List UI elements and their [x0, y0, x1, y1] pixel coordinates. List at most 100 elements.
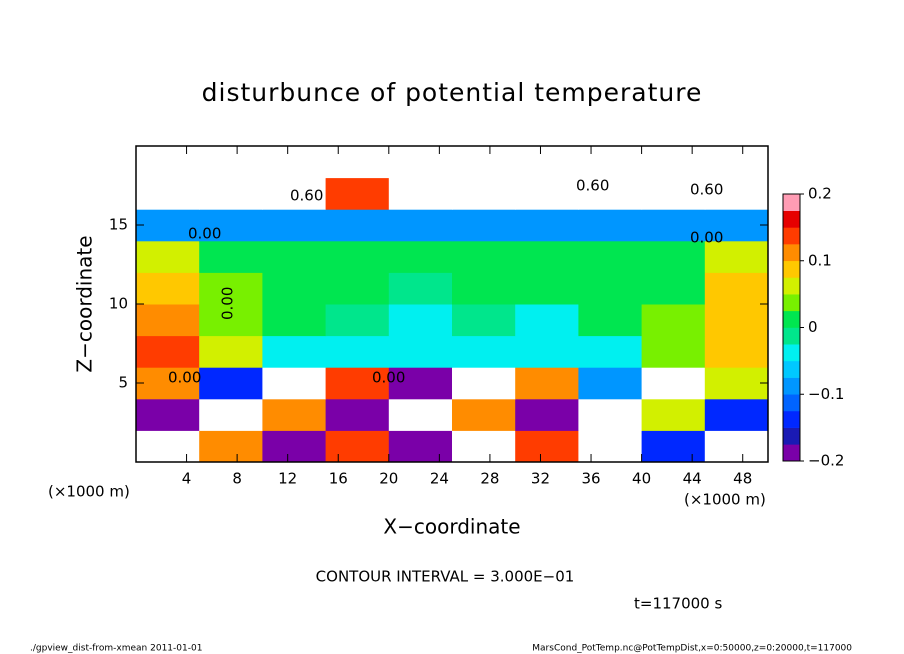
cell [515, 177, 579, 210]
colorbar-swatch [783, 227, 800, 245]
cell [641, 240, 706, 273]
chart-title: disturbunce of potential temperature [202, 78, 703, 107]
colorbar-swatch [783, 377, 800, 395]
cell [578, 304, 643, 337]
y-tick-label: 15 [109, 216, 128, 234]
cell [388, 304, 453, 337]
cell [452, 367, 516, 400]
cell [704, 335, 769, 368]
contour-label: 0.00 [690, 229, 723, 247]
cell [199, 146, 263, 179]
cell [452, 146, 516, 179]
cell [325, 146, 390, 179]
footer-right: MarsCond_PotTemp.nc@PotTempDist,x=0:5000… [532, 644, 852, 654]
cell [452, 335, 516, 368]
field [136, 146, 769, 463]
cell [325, 304, 390, 337]
cell [199, 304, 263, 337]
cell [388, 430, 453, 463]
cell [388, 209, 453, 242]
cell [136, 367, 200, 400]
cell [704, 398, 769, 431]
x-tick-label: 32 [531, 470, 550, 488]
cell [515, 240, 579, 273]
cell [388, 398, 453, 431]
cell [199, 177, 263, 210]
colorbar-swatch [783, 327, 800, 345]
cell [515, 146, 579, 179]
cell [704, 430, 769, 463]
cell [262, 335, 327, 368]
contour-label: 0.00 [168, 369, 201, 387]
cell [199, 367, 263, 400]
cell [515, 335, 579, 368]
cell [325, 430, 390, 463]
contour-label: 0.60 [290, 187, 323, 205]
cell [578, 177, 643, 210]
cell [136, 177, 200, 210]
cell [578, 398, 643, 431]
cell [578, 367, 643, 400]
cell [641, 146, 706, 179]
cell [452, 272, 516, 305]
colorbar-swatch [783, 344, 800, 362]
cell [262, 367, 327, 400]
cell [578, 209, 643, 242]
colorbar-tick-label: 0 [808, 318, 818, 336]
cell [452, 177, 516, 210]
x-tick-label: 44 [683, 470, 702, 488]
cell [704, 240, 769, 273]
cell [325, 177, 390, 210]
cell [136, 146, 200, 179]
cell [199, 240, 263, 273]
colorbar-tick-label: −0.2 [808, 452, 844, 470]
cell [325, 209, 390, 242]
x-axis-label: X−coordinate [383, 515, 520, 539]
x-tick-label: 12 [278, 470, 297, 488]
cell [578, 430, 643, 463]
colorbar-swatch [783, 244, 800, 262]
cell [325, 240, 390, 273]
cell [704, 146, 769, 179]
colorbar-tick-label: 0.1 [808, 251, 832, 269]
colorbar-swatch [783, 427, 800, 445]
x-tick-label: 36 [581, 470, 600, 488]
cell [578, 240, 643, 273]
cell [515, 367, 579, 400]
contour-label: 0.60 [690, 181, 723, 199]
colorbar-swatch [783, 260, 800, 278]
cell [262, 430, 327, 463]
x-tick-label: 40 [632, 470, 651, 488]
contour-label: 0.00 [219, 287, 237, 320]
cell [199, 398, 263, 431]
cell [199, 430, 263, 463]
cell [515, 398, 579, 431]
x-tick-label: 48 [733, 470, 752, 488]
x-tick-label: 4 [182, 470, 192, 488]
cell [262, 272, 327, 305]
y-tick-label: 5 [118, 374, 128, 392]
cell [262, 146, 327, 179]
contour-label: 0.60 [576, 177, 609, 195]
time-label: t=117000 s [634, 595, 722, 613]
cell [325, 367, 390, 400]
x-tick-label: 8 [232, 470, 242, 488]
colorbar-swatch [783, 210, 800, 228]
cell [388, 177, 453, 210]
cell [704, 272, 769, 305]
cell [199, 335, 263, 368]
colorbar-swatch [783, 410, 800, 428]
footer-left: ./gpview_dist-from-xmean 2011-01-01 [30, 644, 202, 654]
x-tick-label: 20 [379, 470, 398, 488]
cell [704, 177, 769, 210]
cell [388, 146, 453, 179]
cell [578, 335, 643, 368]
contour-label: 0.00 [372, 369, 405, 387]
x-tick-label: 24 [430, 470, 449, 488]
cell [136, 335, 200, 368]
cell [578, 272, 643, 305]
cell [515, 272, 579, 305]
cell [136, 209, 200, 242]
y-axis-label: Z−coordinate [73, 235, 97, 372]
